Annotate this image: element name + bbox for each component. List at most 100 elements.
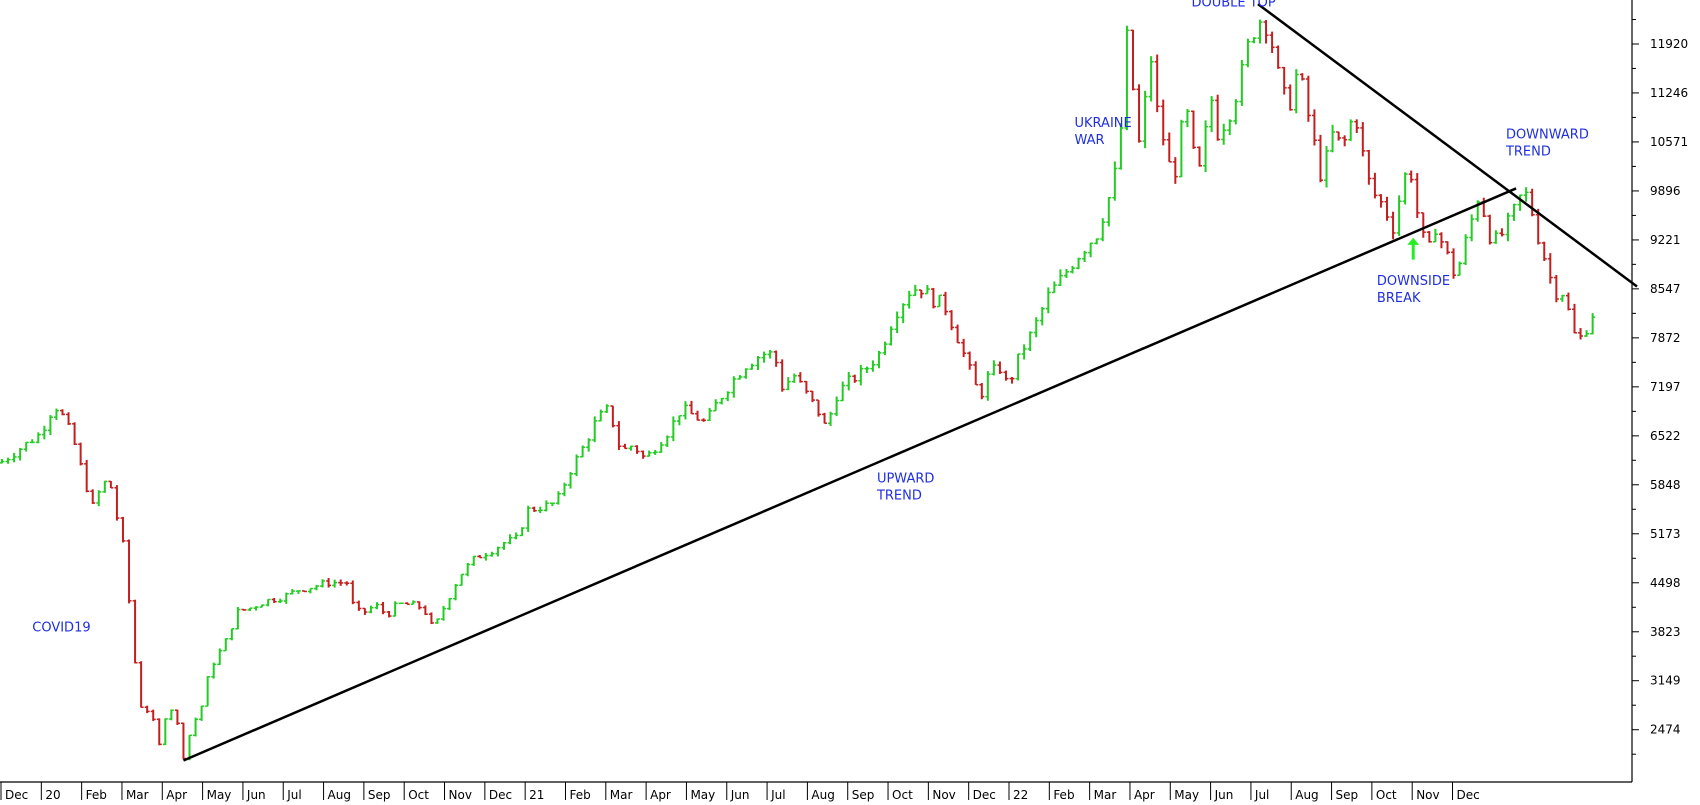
ohlc-bar: [1438, 232, 1444, 249]
ohlc-bar: [1148, 56, 1154, 102]
ohlc-bar: [1130, 29, 1136, 91]
x-tick-label: Jul: [286, 788, 301, 802]
ohlc-bar: [1499, 228, 1505, 237]
ohlc-bar: [695, 410, 701, 421]
y-tick-label: 11246: [1650, 86, 1688, 100]
ohlc-bar: [1553, 274, 1559, 303]
x-tick-label: Mar: [126, 788, 149, 802]
ohlc-bar: [1257, 19, 1263, 44]
ohlc-bar: [519, 527, 525, 537]
ohlc-bar: [471, 555, 477, 566]
ohlc-bar: [1390, 211, 1396, 240]
ohlc-bar: [108, 480, 114, 489]
ohlc-bar: [1142, 90, 1148, 149]
ohlc-bar: [150, 709, 156, 721]
ohlc-bar: [66, 412, 72, 425]
ohlc-bar: [1287, 84, 1293, 111]
ohlc-bar: [1021, 344, 1027, 360]
ohlc-bar: [701, 418, 707, 422]
ohlc-bar: [991, 360, 997, 376]
ohlc-bar: [301, 590, 307, 593]
ohlc-bar: [852, 374, 858, 383]
ohlc-bar: [1565, 292, 1571, 311]
ohlc-bar: [888, 326, 894, 346]
ohlc-bar: [307, 587, 313, 594]
x-tick-label: Feb: [569, 788, 590, 802]
ohlc-bar: [906, 290, 912, 309]
ohlc-bar: [1366, 149, 1372, 185]
ohlc-bar: [912, 284, 918, 297]
ohlc-bar: [1118, 123, 1124, 170]
ohlc-bar: [809, 390, 815, 403]
ohlc-bar: [1578, 328, 1584, 340]
ohlc-bar: [1003, 370, 1009, 381]
x-tick-label: Feb: [1053, 788, 1074, 802]
ohlc-bar: [489, 551, 495, 557]
ohlc-bar: [537, 506, 543, 514]
ohlc-bar: [59, 409, 65, 416]
ohlc-bar: [102, 480, 108, 493]
ohlc-bar: [785, 377, 791, 391]
ohlc-bar: [1529, 188, 1535, 217]
ohlc-bar: [320, 579, 326, 588]
ohlc-bar: [803, 380, 809, 394]
ohlc-bar: [465, 562, 471, 577]
ohlc-bar: [1263, 20, 1269, 44]
ohlc-bar: [217, 648, 223, 666]
ohlc-bar: [53, 408, 59, 420]
ohlc-bar: [664, 435, 670, 448]
ohlc-bar: [338, 579, 344, 586]
ohlc-bar: [1336, 131, 1342, 141]
y-tick-label: 2474: [1650, 723, 1681, 737]
ohlc-bar: [1057, 269, 1063, 286]
ohlc-bar: [1378, 194, 1384, 208]
x-tick-label: Jun: [730, 788, 750, 802]
x-tick-label: Aug: [328, 788, 351, 802]
x-tick-label: Jun: [1214, 788, 1234, 802]
ohlc-bar: [96, 490, 102, 507]
ohlc-bar: [1160, 99, 1166, 146]
ohlc-bar: [1281, 66, 1287, 95]
ohlc-bar: [1590, 313, 1596, 335]
ohlc-bar: [918, 289, 924, 299]
ohlc-bar: [1547, 253, 1553, 284]
ohlc-bar: [1015, 353, 1021, 381]
ohlc-bar: [410, 600, 416, 605]
ohlc-bar: [549, 502, 555, 507]
x-tick-label: Apr: [1134, 788, 1155, 802]
ohlc-bar: [1402, 172, 1408, 205]
ohlc-bar: [822, 412, 828, 425]
ohlc-bar: [235, 606, 241, 630]
ohlc-bar: [84, 459, 90, 493]
ohlc-bar: [193, 717, 199, 737]
y-tick-label: 3823: [1650, 625, 1681, 639]
ohlc-bar: [658, 442, 664, 453]
ohlc-bar: [144, 705, 150, 714]
ohlc-bar: [531, 506, 537, 512]
ohlc-bar: [719, 397, 725, 405]
x-tick-label: May: [1174, 788, 1199, 802]
ohlc-bar: [483, 553, 489, 561]
ohlc-bar: [713, 399, 719, 412]
ohlc-bar: [682, 401, 688, 420]
ohlc-bar: [495, 546, 501, 557]
y-tick-label: 8547: [1650, 282, 1681, 296]
ohlc-bar: [17, 447, 23, 461]
ohlc-bar: [797, 372, 803, 383]
x-tick-label: Nov: [449, 788, 472, 802]
ohlc-bar: [507, 534, 513, 545]
ohlc-bar: [428, 612, 434, 625]
annotation-ukraine-war: UKRAINE WAR: [1075, 116, 1132, 148]
ohlc-bar: [283, 592, 289, 604]
ohlc-bar: [114, 485, 120, 521]
ohlc-bar: [314, 584, 320, 591]
ohlc-bar: [870, 360, 876, 372]
x-tick-label: Jul: [770, 788, 785, 802]
ohlc-bar: [580, 445, 586, 458]
ohlc-bar: [737, 375, 743, 380]
ohlc-bar: [1487, 214, 1493, 245]
ohlc-bar: [1505, 212, 1511, 242]
ohlc-bar: [380, 601, 386, 615]
